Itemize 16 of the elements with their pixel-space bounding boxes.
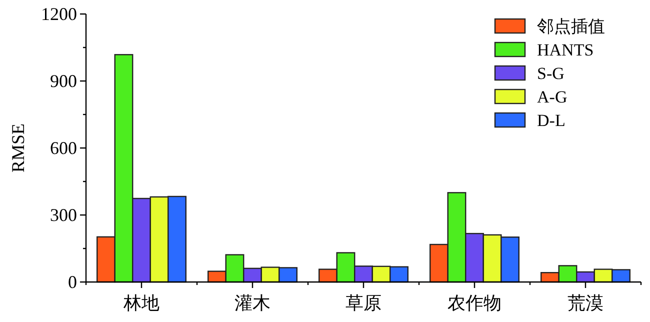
y-tick-label: 300 (50, 205, 77, 225)
legend-label: 邻点插值 (537, 17, 605, 36)
legend-label: HANTS (537, 40, 594, 60)
x-tick-label: 荒漠 (568, 293, 604, 313)
x-tick-label: 草原 (346, 293, 382, 313)
legend-label: D-L (537, 111, 566, 130)
y-axis-title: RMSE (8, 123, 28, 173)
y-tick-label: 900 (50, 71, 77, 91)
y-tick-label: 600 (50, 138, 77, 158)
x-tick-label: 农作物 (448, 293, 502, 313)
y-tick-label: 1200 (41, 4, 77, 24)
legend-label: A-G (537, 88, 568, 106)
y-tick-label: 0 (68, 272, 77, 292)
x-tick-label: 灌木 (234, 293, 270, 313)
legend-label: S-G (537, 64, 564, 83)
x-tick-label: 林地 (122, 293, 160, 313)
